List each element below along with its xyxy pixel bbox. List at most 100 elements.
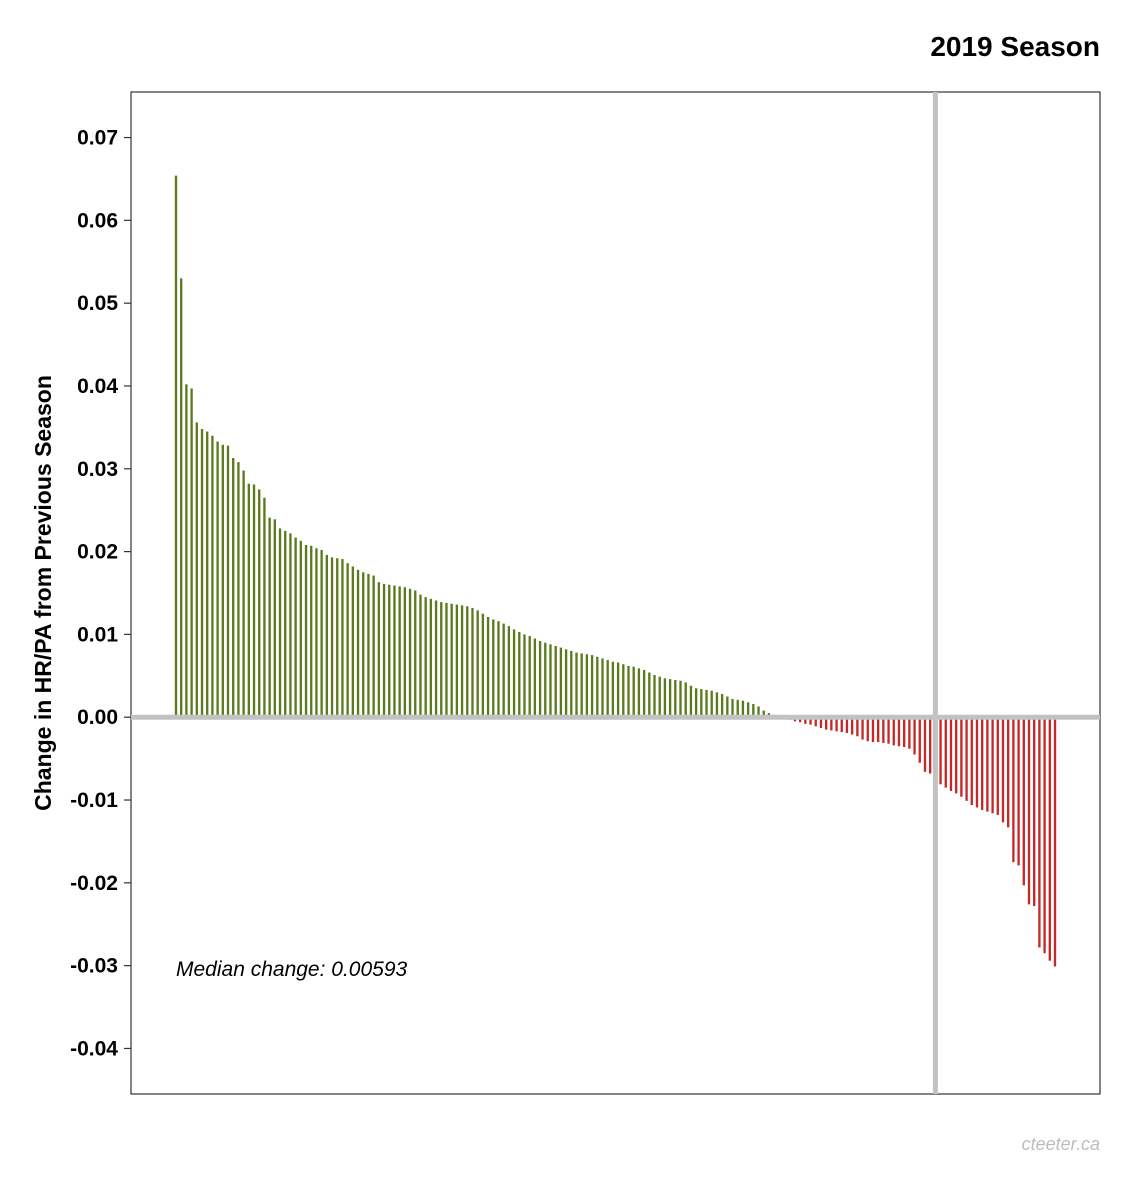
bar-35 bbox=[356, 569, 360, 718]
bar-4 bbox=[195, 422, 198, 718]
bar-89 bbox=[637, 668, 641, 718]
bar-32 bbox=[341, 559, 344, 718]
bar-152 bbox=[965, 717, 968, 801]
bar-163 bbox=[1022, 717, 1025, 886]
bar-51 bbox=[440, 602, 443, 718]
bar-95 bbox=[668, 679, 672, 718]
bar-13 bbox=[242, 470, 245, 718]
bar-91 bbox=[648, 672, 651, 718]
bar-7 bbox=[211, 435, 214, 718]
bar-0 bbox=[174, 175, 178, 718]
y-tick-label: 0.07 bbox=[77, 127, 118, 150]
bar-125 bbox=[824, 717, 828, 730]
bar-94 bbox=[663, 678, 667, 718]
bar-9 bbox=[221, 444, 224, 718]
bar-44 bbox=[403, 587, 407, 718]
bar-140 bbox=[903, 717, 906, 748]
bar-5 bbox=[200, 429, 204, 718]
bar-149 bbox=[949, 717, 953, 791]
bar-111 bbox=[752, 703, 755, 718]
bar-42 bbox=[393, 585, 396, 718]
bar-25 bbox=[304, 544, 308, 718]
bar-106 bbox=[726, 696, 729, 718]
bar-122 bbox=[809, 717, 812, 725]
bar-69 bbox=[533, 638, 537, 718]
bar-165 bbox=[1033, 717, 1036, 907]
bar-72 bbox=[549, 644, 552, 718]
bar-75 bbox=[564, 649, 568, 718]
bar-135 bbox=[876, 717, 880, 743]
bar-82 bbox=[601, 658, 604, 718]
bar-166 bbox=[1038, 717, 1041, 948]
bar-43 bbox=[398, 586, 401, 718]
bar-10 bbox=[226, 445, 230, 718]
bar-59 bbox=[481, 613, 485, 718]
bar-81 bbox=[596, 656, 599, 718]
bar-57 bbox=[471, 607, 474, 718]
bar-24 bbox=[299, 540, 302, 718]
bar-1 bbox=[180, 278, 183, 718]
bar-16 bbox=[258, 489, 261, 718]
bar-129 bbox=[845, 717, 849, 733]
bar-22 bbox=[289, 533, 292, 718]
bar-68 bbox=[528, 636, 531, 718]
bar-19 bbox=[273, 519, 276, 718]
bar-49 bbox=[429, 598, 433, 718]
bar-102 bbox=[705, 689, 708, 718]
bar-103 bbox=[710, 690, 713, 718]
bar-99 bbox=[689, 685, 693, 718]
bars-group bbox=[174, 175, 1057, 967]
bar-113 bbox=[762, 710, 765, 718]
bar-153 bbox=[970, 717, 973, 805]
bar-92 bbox=[653, 674, 656, 718]
bar-158 bbox=[996, 717, 999, 815]
bar-50 bbox=[434, 600, 438, 718]
bar-53 bbox=[450, 603, 453, 718]
bar-124 bbox=[819, 717, 823, 728]
y-tick-label: -0.01 bbox=[70, 789, 118, 812]
bar-154 bbox=[975, 717, 979, 808]
bar-54 bbox=[455, 604, 459, 718]
y-tick-label: 0.03 bbox=[77, 458, 118, 481]
bar-97 bbox=[679, 680, 682, 718]
bar-144 bbox=[923, 717, 927, 772]
bar-139 bbox=[897, 717, 901, 747]
bar-66 bbox=[518, 631, 521, 718]
bar-168 bbox=[1048, 717, 1051, 961]
bar-55 bbox=[460, 605, 464, 718]
bar-161 bbox=[1012, 717, 1015, 863]
bar-70 bbox=[538, 641, 542, 718]
credit-text: cteeter.ca bbox=[1022, 1134, 1100, 1154]
bar-14 bbox=[247, 483, 250, 718]
bar-96 bbox=[674, 679, 677, 718]
bar-8 bbox=[216, 441, 219, 718]
bar-137 bbox=[887, 717, 890, 744]
bar-67 bbox=[523, 634, 526, 718]
bar-3 bbox=[190, 388, 193, 718]
bar-142 bbox=[913, 717, 916, 755]
bar-29 bbox=[325, 554, 328, 718]
bar-86 bbox=[622, 664, 625, 718]
bar-88 bbox=[632, 666, 635, 718]
bar-77 bbox=[575, 652, 578, 718]
bar-150 bbox=[955, 717, 958, 794]
bar-156 bbox=[986, 717, 989, 812]
y-tick-label: 0.05 bbox=[77, 292, 118, 315]
bar-45 bbox=[408, 588, 412, 718]
bar-21 bbox=[284, 530, 287, 718]
bar-2 bbox=[185, 384, 188, 718]
bar-101 bbox=[700, 689, 703, 718]
bar-128 bbox=[840, 717, 843, 733]
bar-60 bbox=[486, 617, 490, 718]
bar-71 bbox=[544, 642, 547, 718]
bar-136 bbox=[882, 717, 885, 743]
bar-100 bbox=[694, 688, 698, 718]
bar-63 bbox=[502, 623, 505, 718]
bar-169 bbox=[1053, 717, 1057, 967]
bar-74 bbox=[559, 647, 563, 718]
bar-28 bbox=[320, 549, 323, 718]
bar-47 bbox=[419, 594, 422, 718]
bar-34 bbox=[351, 566, 355, 718]
y-tick-label: 0.01 bbox=[77, 623, 118, 646]
